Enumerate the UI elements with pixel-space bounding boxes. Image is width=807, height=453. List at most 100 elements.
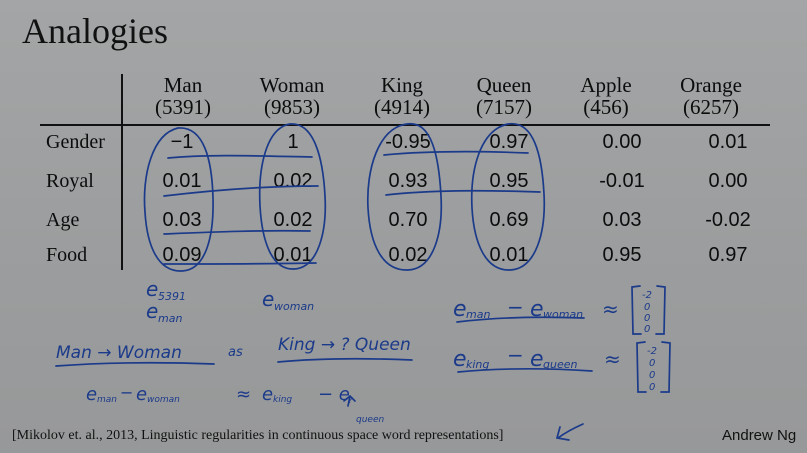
row-header-royal: Royal	[46, 170, 94, 192]
man-column-oval	[143, 127, 214, 272]
hw-e: e	[136, 384, 147, 405]
vector-bracket-right	[660, 341, 671, 393]
hw-e: e	[530, 347, 544, 372]
column-header-orange: Orange (6257)	[656, 74, 766, 118]
table-cell: 0.02	[388, 244, 428, 266]
column-word: Queen	[476, 73, 532, 97]
hw-e: e	[146, 299, 158, 323]
column-index: (5391)	[155, 95, 211, 119]
table-cell: 0.00	[602, 131, 642, 153]
vector-bracket-right	[655, 285, 666, 335]
table-cell: -0.95	[385, 131, 431, 153]
vector-entry: 0	[644, 302, 650, 313]
vector-bracket-left	[631, 285, 642, 335]
table-cell: -0.02	[705, 209, 751, 231]
column-index: (6257)	[683, 95, 739, 119]
connect-line	[163, 185, 319, 197]
hw-subscript: man	[466, 308, 490, 321]
table-cell: 0.09	[162, 244, 202, 266]
underline-analogy-right	[277, 357, 413, 363]
table-cell: 0.03	[162, 209, 202, 231]
hw-subscript: woman	[543, 308, 583, 321]
table-cell: 0.00	[708, 170, 748, 192]
column-word: Woman	[259, 73, 325, 97]
table-cell: 0.01	[708, 131, 748, 153]
hw-e: e	[453, 297, 467, 322]
table-cell: 0.01	[273, 244, 313, 266]
column-header-woman: Woman (9853)	[237, 74, 347, 118]
hw-subscript: woman	[274, 300, 314, 313]
table-cell: -0.01	[599, 170, 645, 192]
column-word: Man	[163, 73, 203, 97]
column-index: (9853)	[264, 95, 320, 119]
table-cell: 0.70	[388, 209, 428, 231]
vector-entry: 0	[644, 313, 650, 324]
hw-analogy-right: King → ? Queen	[278, 335, 411, 355]
table-cell: 0.69	[489, 209, 529, 231]
hw-subscript: woman	[147, 395, 180, 405]
hw-subscript: ?	[348, 396, 353, 406]
table-cell: 0.97	[708, 244, 748, 266]
king-column-oval	[366, 123, 443, 271]
table-cell: 0.02	[273, 209, 313, 231]
hw-approx: ≈	[604, 347, 621, 371]
vector-entry: 0	[649, 358, 655, 369]
connect-line	[167, 154, 313, 159]
queen-arrow-icon	[343, 394, 356, 407]
hw-subscript: 5391	[158, 290, 186, 303]
row-header-food: Food	[46, 244, 88, 266]
vector-entry: 0	[649, 370, 655, 381]
connect-line	[385, 189, 541, 196]
column-word: Apple	[580, 73, 632, 97]
row-header-gender: Gender	[46, 131, 105, 153]
hw-analogy-left: Man → Woman	[56, 343, 182, 363]
column-word: King	[381, 73, 423, 97]
underline-analogy-left	[55, 361, 215, 367]
connect-line	[383, 150, 529, 156]
column-index: (7157)	[476, 95, 532, 119]
hw-minus: −	[120, 383, 133, 402]
hw-approx: ≈	[236, 384, 251, 405]
hw-e: e	[530, 297, 544, 322]
column-header-man: Man (5391)	[128, 74, 238, 118]
column-header-apple: Apple (456)	[551, 74, 661, 118]
hw-analogy-as: as	[228, 345, 243, 360]
table-cell: 0.95	[489, 170, 529, 192]
hw-subscript: king	[466, 358, 489, 371]
vector-bracket-left	[636, 341, 647, 393]
column-header-king: King (4914)	[347, 74, 457, 118]
citation-text: [Mikolov et. al., 2013, Linguistic regul…	[12, 428, 504, 443]
connect-line	[163, 229, 311, 235]
hw-e: e	[86, 384, 97, 405]
hw-subscript: man	[158, 312, 182, 325]
hw-subscript: king	[273, 395, 292, 405]
table-cell: −1	[170, 131, 194, 153]
underline-man-woman	[456, 316, 585, 323]
connect-line	[163, 262, 317, 265]
queen-column-oval	[470, 123, 546, 271]
hw-minus: −	[507, 343, 524, 367]
table-vertical-rule	[121, 74, 123, 270]
column-word: Orange	[680, 73, 742, 97]
slide-title: Analogies	[22, 11, 168, 51]
vector-entry: 0	[649, 382, 655, 393]
table-cell: 0.03	[602, 209, 642, 231]
hw-e: e	[262, 384, 273, 405]
table-cell: 0.01	[489, 244, 529, 266]
hw-e: − e	[318, 384, 350, 405]
row-header-age: Age	[46, 209, 80, 231]
author-credit: Andrew Ng	[722, 427, 797, 444]
hw-subscript: man	[97, 395, 117, 405]
vector-entry: -2	[642, 290, 652, 301]
table-cell: 0.95	[602, 244, 642, 266]
hw-queen-note: queen	[356, 415, 384, 425]
column-index: (456)	[583, 95, 629, 119]
table-cell: 1	[287, 131, 299, 153]
hw-e: e	[146, 277, 158, 301]
hw-e: e	[453, 347, 467, 372]
table-cell: 0.97	[489, 131, 529, 153]
vector-entry: 0	[644, 324, 650, 335]
table-cell: 0.01	[162, 170, 202, 192]
